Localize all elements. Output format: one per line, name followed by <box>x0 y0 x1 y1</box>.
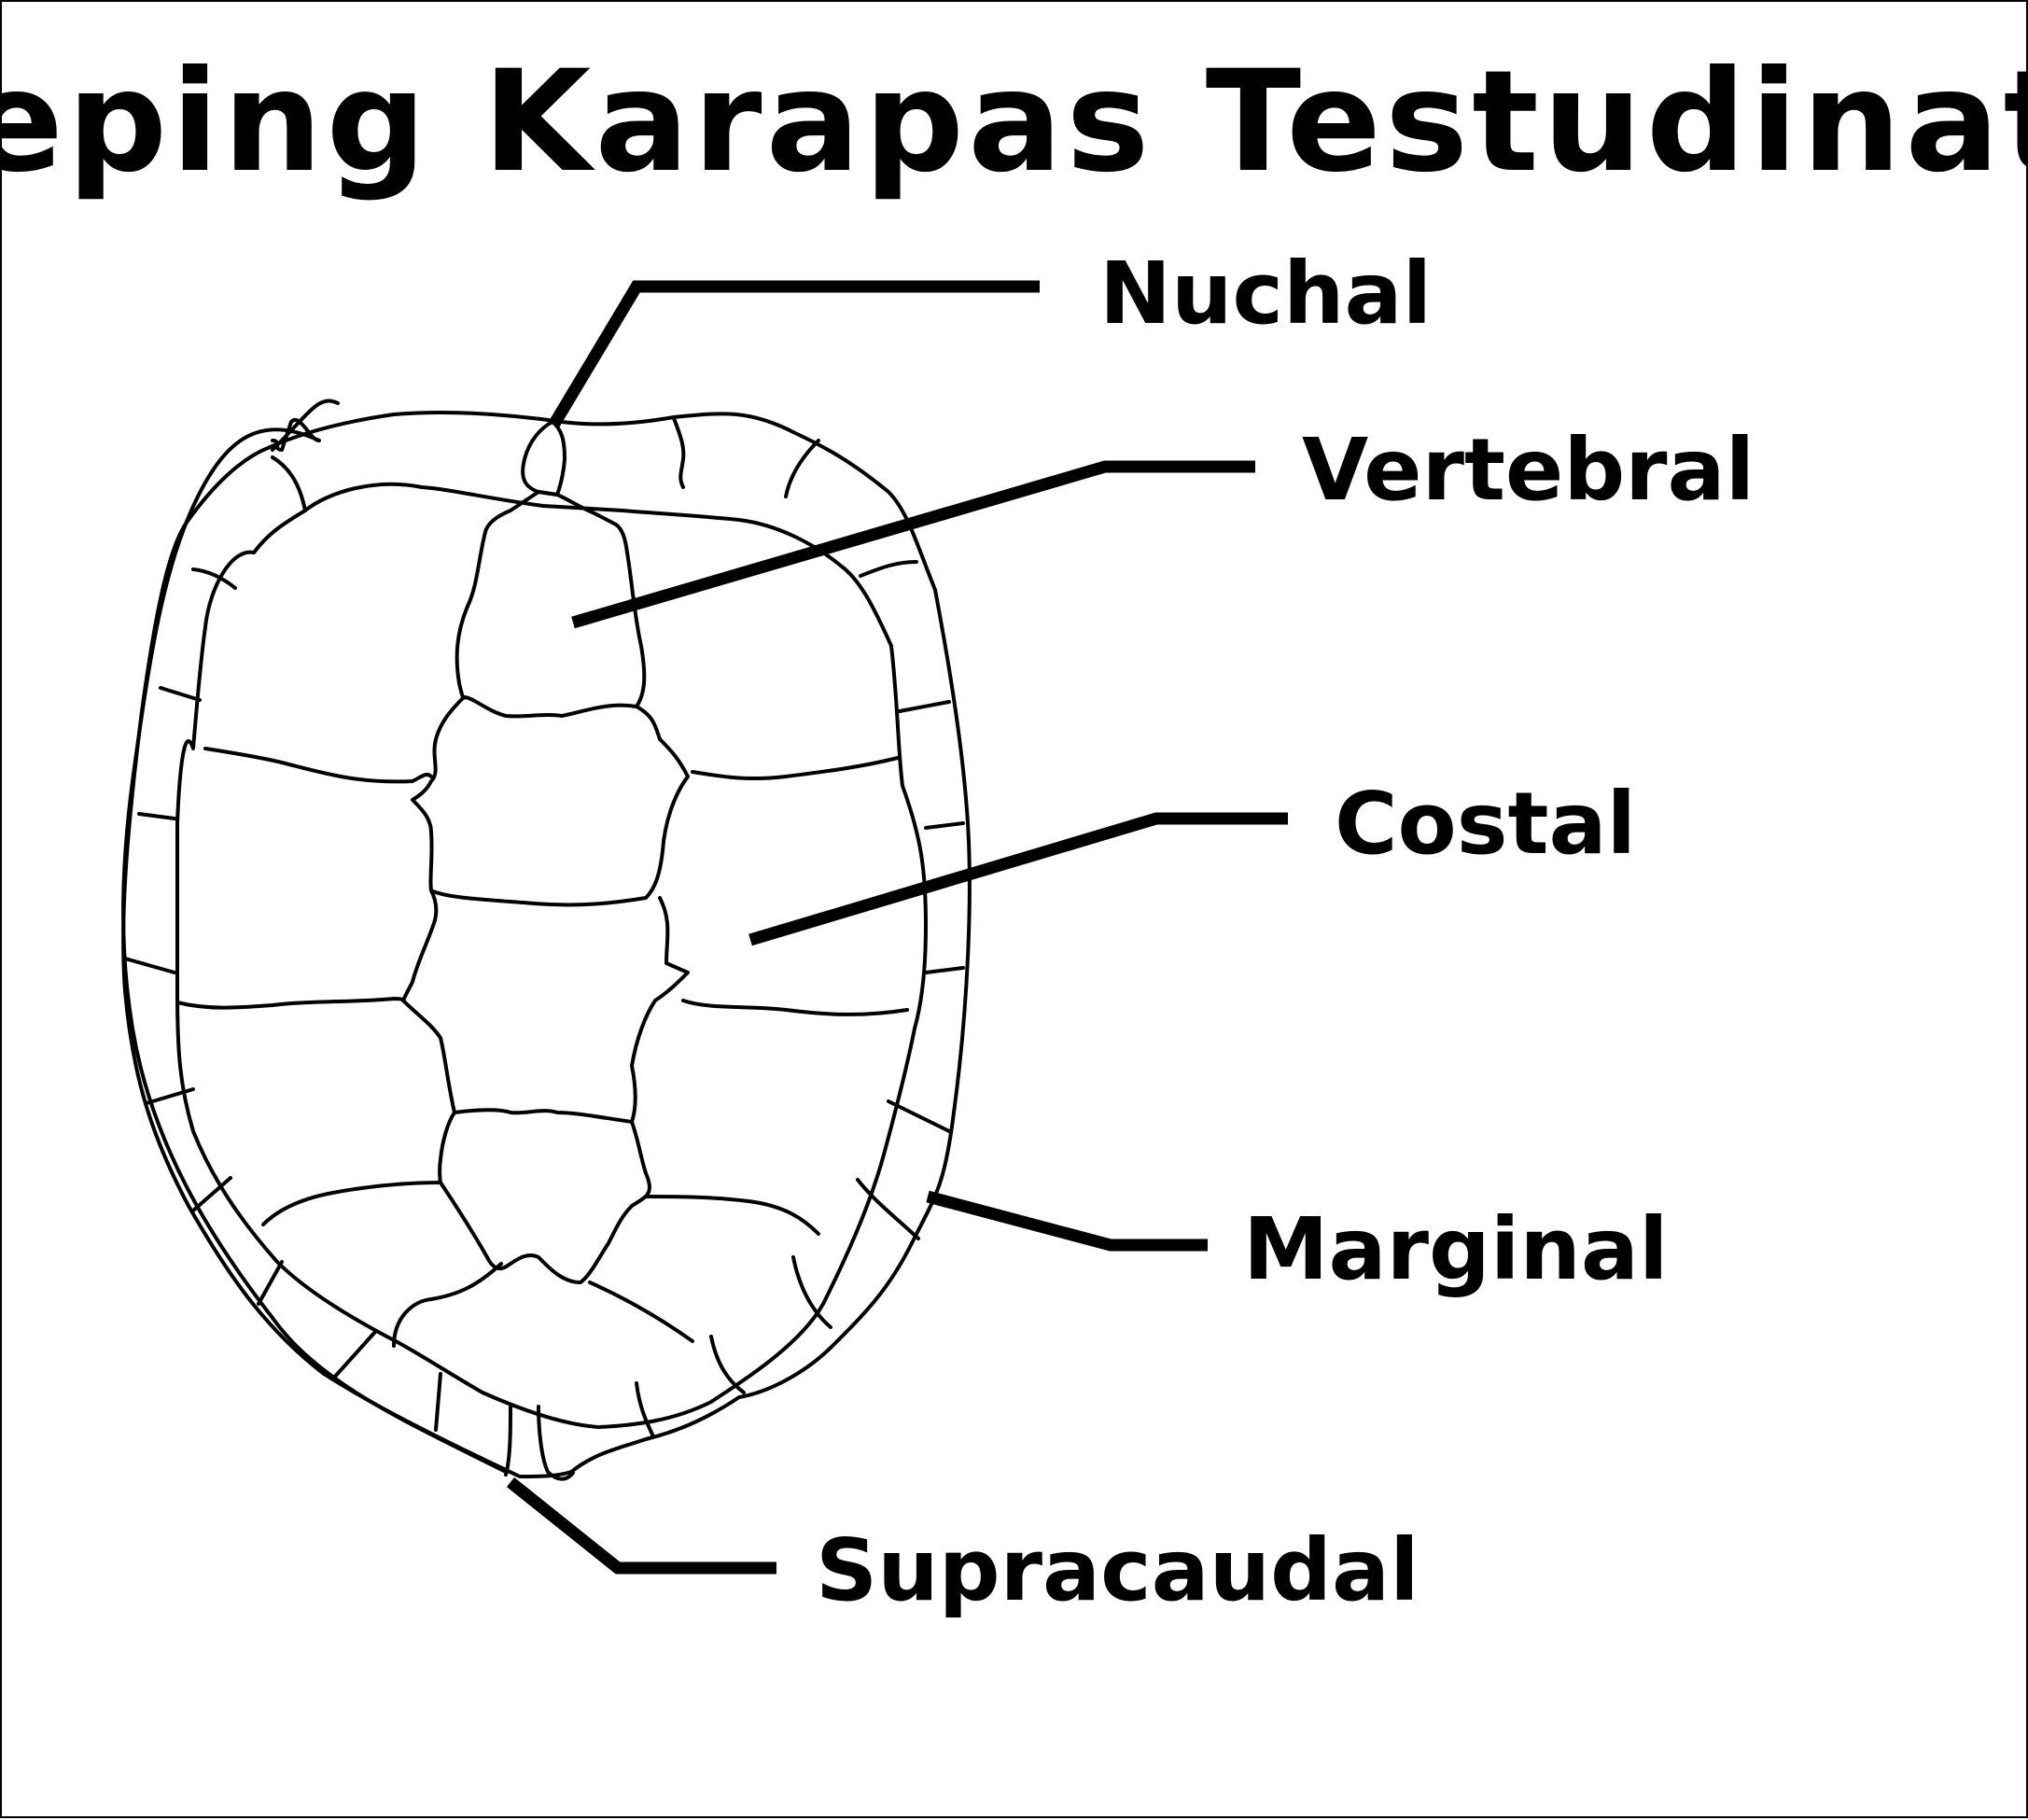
costal-scute <box>261 1181 442 1226</box>
marginal-separator <box>898 700 951 713</box>
carapace-shell <box>121 399 972 1481</box>
marginal-separator <box>924 966 965 974</box>
marginal-separator <box>635 1381 654 1436</box>
label-marginal: Marginal <box>1243 1199 1669 1299</box>
marginal-separator <box>672 416 686 489</box>
marginal-separator <box>434 1372 442 1432</box>
supracaudal-leader <box>506 1477 776 1575</box>
costal-scute <box>203 747 433 784</box>
supracaudal-scutes <box>504 1405 575 1481</box>
vertebral-leader <box>571 460 1255 629</box>
marginal-separator <box>137 812 176 820</box>
costal-leader <box>748 812 1288 946</box>
label-supracaudal: Supracaudal <box>816 1520 1420 1620</box>
label-costal: Costal <box>1335 774 1636 874</box>
marginal-separator <box>784 439 820 498</box>
marginal-separator <box>145 1087 195 1105</box>
vertebral-scute <box>392 1262 694 1348</box>
marginal-separator <box>791 1255 832 1329</box>
costal-scute <box>691 756 900 781</box>
marginal-separator <box>859 560 918 578</box>
marginal-leader <box>926 1190 1208 1252</box>
vertebral-scute <box>401 889 690 1124</box>
marginal-separator <box>271 455 307 512</box>
costal-scute <box>681 999 909 1016</box>
marginal-separator <box>887 1099 951 1133</box>
marginal-separator <box>123 957 176 974</box>
leader-lines <box>506 280 1288 1575</box>
shell-inner-outline <box>175 482 928 1429</box>
marginal-separator <box>191 567 237 590</box>
marginal-separator <box>709 1335 746 1394</box>
marginal-separator <box>856 1178 920 1240</box>
vertebral-scute <box>438 1111 651 1284</box>
marginal-separator <box>331 1330 377 1380</box>
marginal-separator <box>257 1260 284 1306</box>
vertebral-scute <box>411 695 690 907</box>
marginal-separator <box>159 686 202 702</box>
shell-outer-outline <box>121 399 508 1474</box>
nuchal-scute <box>521 420 566 497</box>
nuchal-leader <box>549 280 1040 427</box>
marginal-separator <box>191 1176 232 1212</box>
costal-scute <box>175 997 406 1010</box>
labels: Nuchal Vertebral Costal Marginal Supraca… <box>816 244 1755 1620</box>
label-vertebral: Vertebral <box>1302 420 1755 520</box>
label-nuchal: Nuchal <box>1099 244 1432 343</box>
shell-outer-outline-main <box>121 411 972 1478</box>
vertebral-scute <box>455 490 647 719</box>
diagram-title: Keping Karapas Testudinata <box>2 41 2028 203</box>
costal-scute <box>644 1195 820 1236</box>
marginal-separator <box>924 821 965 830</box>
